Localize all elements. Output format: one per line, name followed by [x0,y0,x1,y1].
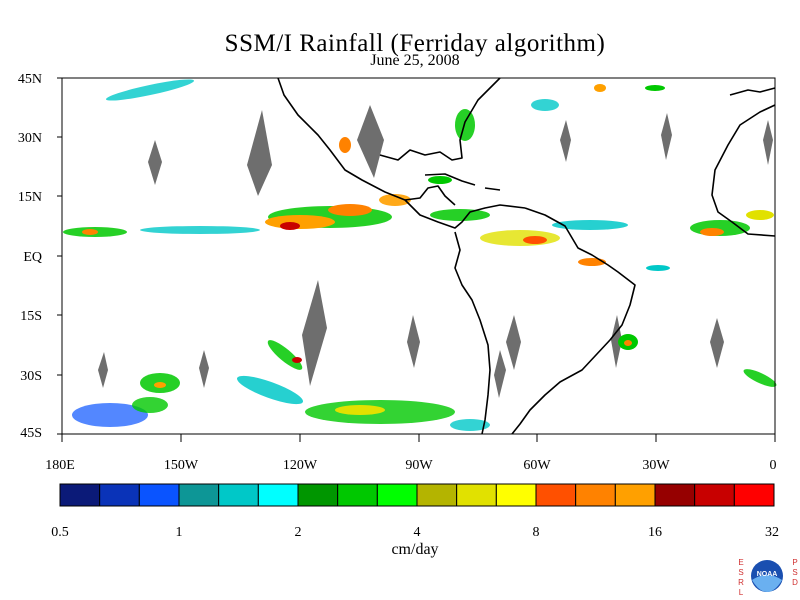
lon-label: 0 [770,458,777,473]
map-title: SSM/I Rainfall (Ferriday algorithm) [224,30,606,57]
colorbar-swatch [257,483,299,507]
missing-data-swaths [98,105,773,398]
colorbar-swatch [456,483,497,507]
lon-label: 120W [283,458,318,473]
colorbar-swatch [535,483,577,507]
lon-label: 150W [164,458,199,473]
colorbar-swatch [59,483,101,507]
colorbar-swatch [654,483,696,507]
colorbar [59,483,775,507]
lat-label: 45S [20,426,42,441]
colorbar-swatch [178,483,220,507]
colorbar-labels: 0.5 1 2 4 8 16 32 [51,525,779,540]
lon-label: 90W [405,458,433,473]
noaa-text: NOAA [757,571,778,578]
axis-ticks [57,77,776,442]
longitude-labels: 180E 150W 120W 90W 60W 30W 0 [45,458,776,473]
latitude-labels: 45N 30N 15N EQ 15S 30S 45S [18,72,42,441]
map-date: June 25, 2008 [370,52,460,69]
colorbar-swatch [297,483,339,507]
lat-label: EQ [23,250,42,265]
colorbar-label: 1 [176,525,183,540]
map-panel [61,77,777,435]
colorbar-units: cm/day [391,541,439,558]
lat-label: 15N [18,190,42,205]
map-background [62,78,775,434]
colorbar-label: 32 [765,525,779,540]
colorbar-swatch [376,483,418,507]
colorbar-swatch [416,483,458,507]
colorbar-swatch [575,483,616,507]
lat-label: 30N [18,131,42,146]
colorbar-label: 16 [648,525,662,540]
colorbar-swatch [694,483,735,507]
colorbar-swatch [614,483,656,507]
colorbar-swatch [733,483,775,507]
lat-label: 15S [20,309,42,324]
colorbar-swatch [337,483,378,507]
colorbar-label: 2 [295,525,302,540]
colorbar-swatch [99,483,140,507]
lat-label: 45N [18,72,42,87]
colorbar-label: 8 [533,525,540,540]
colorbar-swatch [495,483,537,507]
lon-label: 180E [45,458,75,473]
colorbar-label: 0.5 [51,525,69,540]
coastlines [277,77,776,435]
lon-label: 30W [642,458,670,473]
swath-gap [247,110,272,196]
colorbar-swatch [218,483,259,507]
colorbar-label: 4 [414,525,421,540]
lon-label: 60W [523,458,551,473]
colorbar-swatch [138,483,180,507]
lat-label: 30S [20,369,42,384]
